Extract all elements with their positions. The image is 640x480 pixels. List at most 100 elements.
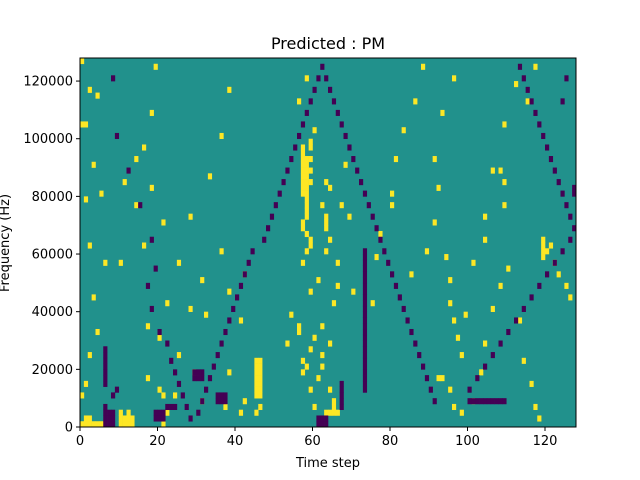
heatmap-cell-high xyxy=(390,190,395,197)
x-axis-label: Time step xyxy=(295,456,360,471)
heatmap-cell-low xyxy=(409,328,414,336)
heatmap-cell-high xyxy=(564,282,569,289)
heatmap-cell-low xyxy=(378,236,383,243)
heatmap-cell-low xyxy=(320,421,325,428)
heatmap-cell-high xyxy=(99,190,104,197)
heatmap-cell-high xyxy=(118,409,123,416)
heatmap-cell-high xyxy=(188,305,193,312)
heatmap-cell-high xyxy=(227,288,232,295)
heatmap-cell-low xyxy=(207,375,213,382)
heatmap-cell-low xyxy=(362,352,368,359)
heatmap-cell-low xyxy=(111,415,116,422)
heatmap-cell-high xyxy=(300,144,306,151)
heatmap-cell-high xyxy=(436,375,441,382)
chart-title: Predicted : PM xyxy=(271,34,385,53)
heatmap-cell-high xyxy=(254,409,259,416)
heatmap-cell-low xyxy=(153,409,158,416)
heatmap-cell-low xyxy=(362,248,368,255)
heatmap-cell-low xyxy=(246,259,251,266)
heatmap-cell-high xyxy=(145,375,151,382)
heatmap-cell-high xyxy=(149,184,154,191)
heatmap-cell-high xyxy=(87,421,92,428)
heatmap-cell-low xyxy=(382,248,387,255)
heatmap-cell-low xyxy=(300,121,306,128)
heatmap-cell-low xyxy=(362,317,368,324)
heatmap-cell-high xyxy=(242,398,247,405)
heatmap-cell-low xyxy=(324,75,329,82)
heatmap-cell-high xyxy=(483,213,488,220)
heatmap-cell-low xyxy=(200,375,205,382)
heatmap-cell-high xyxy=(541,242,546,249)
heatmap-cell-high xyxy=(304,156,309,163)
heatmap-cell-high xyxy=(316,375,321,382)
y-axis-label: Frequency (Hz) xyxy=(0,194,13,292)
heatmap-cell-low xyxy=(490,398,495,405)
y-tick-label: 0 xyxy=(65,421,73,436)
heatmap-cell-high xyxy=(254,392,259,399)
heatmap-cell-high xyxy=(328,340,333,347)
heatmap-cell-low xyxy=(362,259,368,266)
heatmap-cell-low xyxy=(467,398,472,405)
heatmap-cell-high xyxy=(432,156,437,163)
heatmap-cell-low xyxy=(537,282,542,289)
heatmap-cell-low xyxy=(572,184,577,191)
heatmap-cell-high xyxy=(173,392,178,399)
heatmap-cell-low xyxy=(145,282,151,289)
heatmap-cell-low xyxy=(161,415,166,422)
heatmap-cell-low xyxy=(103,421,108,428)
heatmap-cell-low xyxy=(521,75,526,82)
heatmap-cell-low xyxy=(339,386,344,393)
heatmap-cell-high xyxy=(258,386,263,393)
heatmap-cell-high xyxy=(103,259,108,266)
heatmap-cell-low xyxy=(103,415,108,422)
heatmap-cell-low xyxy=(560,98,565,105)
heatmap-cell-low xyxy=(215,398,220,405)
heatmap-cell-low xyxy=(475,375,480,382)
heatmap-cell-low xyxy=(103,403,108,411)
heatmap-cell-high xyxy=(258,403,263,411)
heatmap-cell-low xyxy=(266,225,271,232)
heatmap-cell-high xyxy=(343,161,348,168)
heatmap-cell-high xyxy=(126,421,131,428)
heatmap-cell-low xyxy=(277,190,282,197)
heatmap-cell-low xyxy=(362,386,368,393)
heatmap-cell-low xyxy=(362,288,368,295)
heatmap-cell-high xyxy=(304,213,309,220)
heatmap-cell-high xyxy=(304,196,309,203)
heatmap-cell-low xyxy=(413,340,418,347)
heatmap-cell-low xyxy=(215,352,220,359)
y-tick-label: 120000 xyxy=(23,75,73,90)
heatmap-cell-high xyxy=(308,288,313,295)
heatmap-cell-low xyxy=(362,328,368,336)
heatmap-cell-low xyxy=(103,352,108,359)
heatmap-cell-high xyxy=(80,58,85,65)
heatmap-cell-high xyxy=(308,156,313,163)
heatmap-cell-high xyxy=(324,213,329,220)
heatmap-cell-high xyxy=(300,173,306,180)
heatmap-cell-high xyxy=(378,230,383,238)
heatmap-cell-low xyxy=(320,415,325,422)
heatmap-cell-low xyxy=(157,415,162,422)
heatmap-cell-low xyxy=(560,248,565,255)
heatmap-cell-high xyxy=(328,184,333,191)
heatmap-cell-high xyxy=(483,340,488,347)
heatmap-cell-high xyxy=(80,392,85,399)
heatmap-cell-low xyxy=(545,144,550,151)
heatmap-cell-high xyxy=(304,179,309,186)
heatmap-cell-high xyxy=(304,363,309,370)
heatmap-cell-low xyxy=(157,409,162,416)
heatmap-cell-high xyxy=(300,167,306,174)
heatmap-cell-high xyxy=(297,323,302,330)
heatmap-cell-low xyxy=(362,311,368,318)
heatmap-cell-high xyxy=(455,334,461,341)
heatmap-cell-high xyxy=(161,219,166,226)
heatmap-cell-low xyxy=(498,340,503,347)
heatmap-cell-low xyxy=(157,328,162,336)
heatmap-cell-high xyxy=(471,259,476,266)
heatmap-cell-low xyxy=(355,167,360,174)
heatmap-cell-low xyxy=(428,386,433,393)
heatmap-cell-high xyxy=(304,190,309,197)
heatmap-cell-low xyxy=(339,403,344,411)
x-tick-label: 60 xyxy=(304,434,321,449)
heatmap-cell-low xyxy=(107,409,112,416)
